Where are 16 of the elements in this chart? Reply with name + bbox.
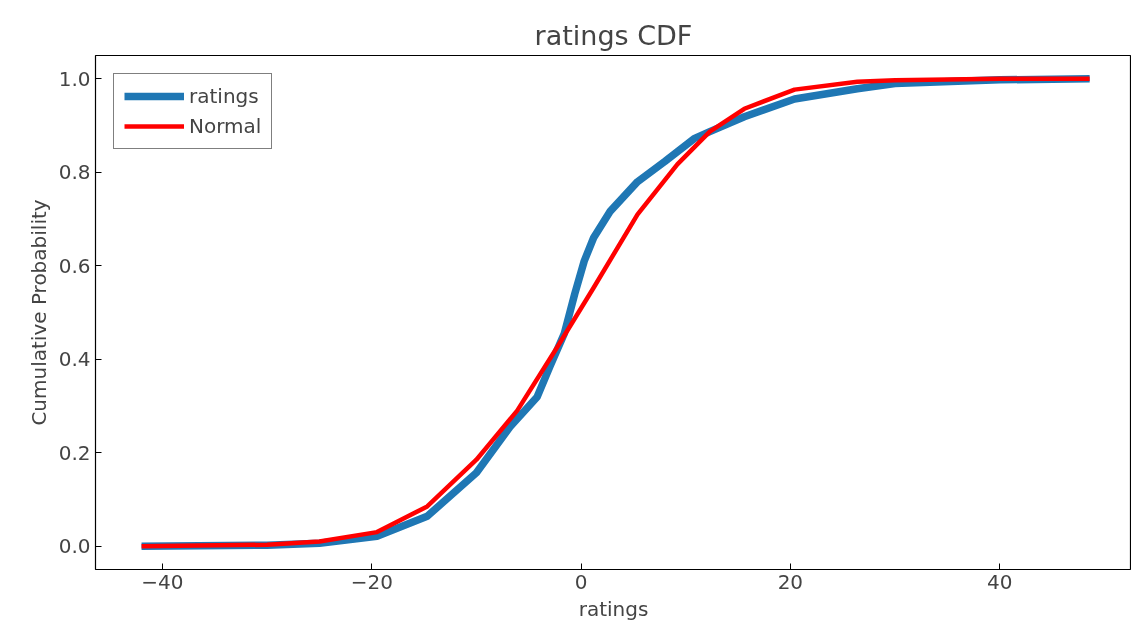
y-tick-label: 1.0 (58, 66, 91, 91)
x-tick-label: 40 (986, 569, 1013, 594)
y-tick-label: 0.4 (58, 347, 91, 372)
x-tick-label: 20 (777, 569, 804, 594)
y-tick-label: 0.0 (58, 534, 91, 559)
x-tick-label: −40 (141, 569, 184, 594)
y-tick-label: 0.2 (58, 440, 91, 465)
y-tick-label: 0.8 (58, 160, 91, 185)
legend-label: ratings (189, 84, 259, 108)
y-axis-title: Cumulative Probability (26, 199, 51, 426)
legend-label: Normal (189, 114, 262, 138)
y-tick-label: 0.6 (58, 253, 91, 278)
x-axis-title: ratings (578, 596, 649, 621)
x-tick-label: 0 (574, 569, 588, 594)
chart-title: ratings CDF (534, 19, 693, 51)
x-tick-label: −20 (350, 569, 393, 594)
